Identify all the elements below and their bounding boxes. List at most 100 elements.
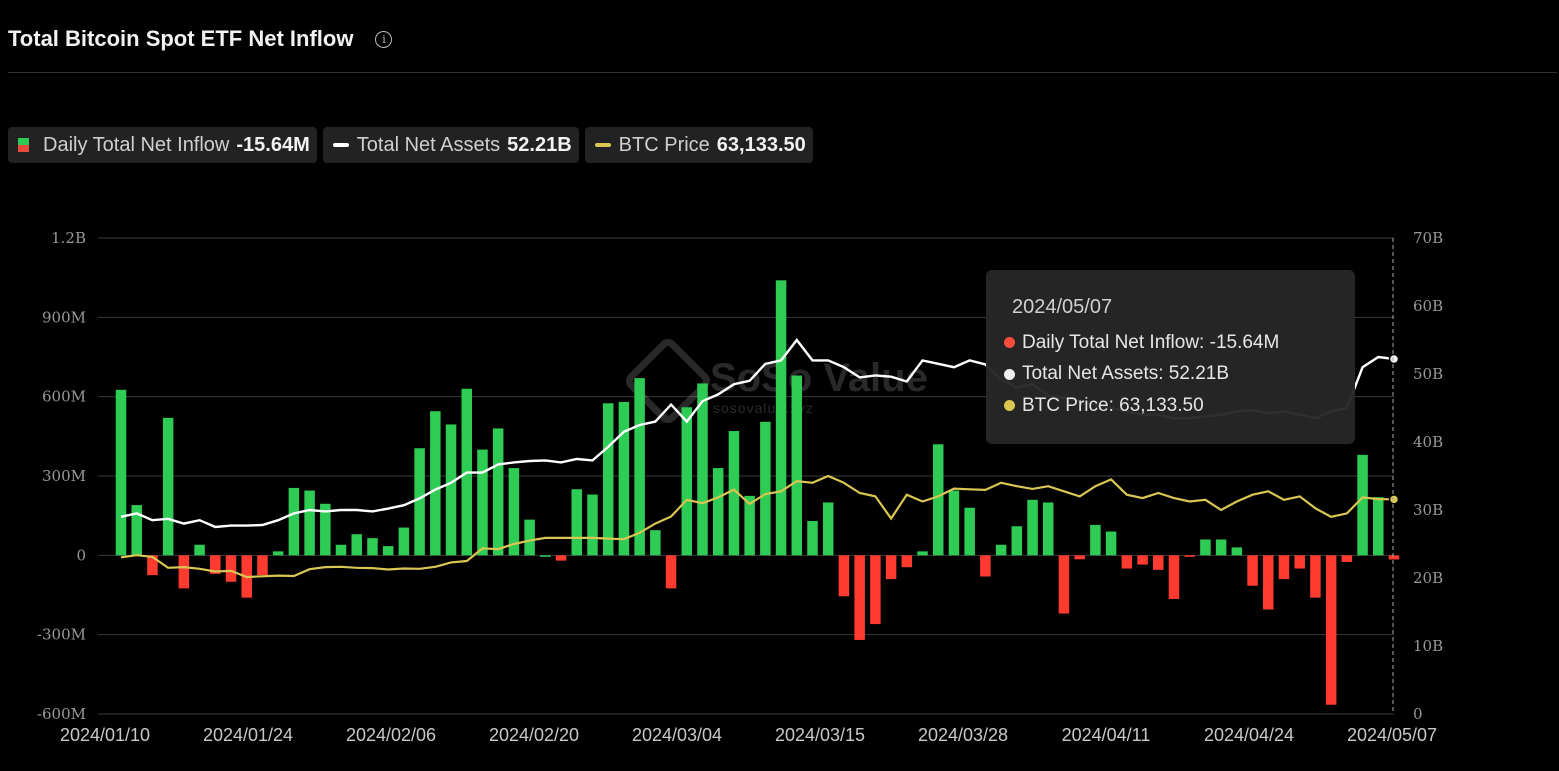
inflow-bar xyxy=(320,503,331,556)
inflow-bar xyxy=(210,555,221,574)
inflow-bar xyxy=(1042,502,1054,556)
y-left-tick-label: 600M xyxy=(42,388,86,406)
assets-line-icon xyxy=(332,143,349,147)
inflow-bar xyxy=(1200,539,1211,556)
watermark-url: sosovalue.xyz xyxy=(713,400,814,416)
legend-price[interactable]: BTC Price 63,133.50 xyxy=(584,127,813,163)
y-right-tick-label: 40B xyxy=(1413,433,1443,451)
inflow-bar xyxy=(351,534,362,556)
inflow-bar xyxy=(760,421,771,556)
inflow-bar xyxy=(1247,555,1258,586)
inflow-bar xyxy=(854,555,865,640)
inflow-bar xyxy=(162,417,174,556)
inflow-bar xyxy=(1263,555,1274,610)
x-tick-label: 2024/01/10 xyxy=(60,725,150,745)
inflow-bar xyxy=(917,551,928,556)
y-right-tick-label: 0 xyxy=(1413,705,1423,723)
inflow-bar xyxy=(540,555,551,557)
inflow-bar xyxy=(901,555,913,568)
inflow-bar xyxy=(1341,555,1353,562)
inflow-bar xyxy=(807,520,818,556)
inflow-bar xyxy=(445,424,457,556)
legend-price-value: 63,133.50 xyxy=(716,133,806,156)
inflow-bar xyxy=(178,555,190,589)
inflow-bar xyxy=(1027,499,1038,556)
inflow-bar xyxy=(1278,555,1290,580)
y-right-tick-label: 10B xyxy=(1413,637,1443,655)
price-hover-point xyxy=(1388,494,1400,505)
inflow-bar xyxy=(555,555,567,561)
inflow-bar xyxy=(382,546,394,556)
x-tick-label: 2024/03/15 xyxy=(775,725,865,745)
x-tick-label: 2024/02/20 xyxy=(489,725,579,745)
inflow-swatch-icon xyxy=(18,138,29,152)
inflow-bar xyxy=(225,555,237,582)
inflow-bar xyxy=(414,448,425,556)
axes: 1.2B 900M 600M 300M 0 -300M -600M 70B 60B 50B 40B 3… xyxy=(37,229,1443,745)
x-tick-label: 2024/05/07 xyxy=(1347,725,1437,745)
inflow-dot-icon xyxy=(1004,337,1015,349)
inflow-bar xyxy=(885,555,897,580)
y-left-tick-label: 300M xyxy=(42,467,86,485)
chart-header: Total Bitcoin Spot ETF Net Inflow i xyxy=(8,26,393,52)
legend-assets-label: Total Net Assets xyxy=(356,133,501,156)
y-left-tick-label: 1.2B xyxy=(51,229,86,247)
inflow-bar xyxy=(980,555,991,577)
y-right-tick-label: 70B xyxy=(1413,229,1443,247)
inflow-bar xyxy=(728,431,740,556)
inflow-bar xyxy=(697,383,708,556)
inflow-bar xyxy=(430,411,441,556)
y-right-tick-label: 30B xyxy=(1413,501,1443,519)
legend-assets[interactable]: Total Net Assets 52.21B xyxy=(322,127,579,163)
x-tick-label: 2024/02/06 xyxy=(346,725,436,745)
x-tick-label: 2024/03/04 xyxy=(632,725,722,745)
assets-dot-icon xyxy=(1004,368,1015,380)
inflow-bar xyxy=(1310,555,1321,598)
inflow-bar xyxy=(571,489,583,556)
inflow-bar xyxy=(1325,555,1337,705)
inflow-bar xyxy=(194,544,205,556)
inflow-bar xyxy=(1074,555,1085,560)
inflow-bar xyxy=(508,468,520,556)
inflow-bar xyxy=(131,505,142,556)
price-dot-icon xyxy=(1004,400,1015,412)
inflow-bar xyxy=(618,401,630,556)
inflow-bar xyxy=(744,495,755,556)
inflow-bar xyxy=(948,490,960,556)
legend: Daily Total Net Inflow -15.64M Total Net… xyxy=(8,127,813,163)
inflow-bar xyxy=(712,468,724,556)
inflow-bar xyxy=(932,444,944,556)
btc-price-line xyxy=(120,474,1395,579)
inflow-bar xyxy=(1388,555,1400,560)
inflow-bar xyxy=(304,490,315,556)
inflow-bar xyxy=(492,428,504,556)
inflow-bar xyxy=(634,378,645,556)
inflow-bar xyxy=(257,555,268,576)
y-right-tick-label: 60B xyxy=(1413,297,1443,315)
inflow-bar xyxy=(367,538,378,556)
y-left-tick-label: 0 xyxy=(76,546,86,564)
assets-hover-point xyxy=(1388,353,1400,365)
inflow-bar xyxy=(822,502,834,556)
y-right-tick-label: 50B xyxy=(1413,365,1443,383)
inflow-bar xyxy=(1231,547,1243,556)
inflow-bar xyxy=(870,555,881,625)
info-icon[interactable]: i xyxy=(375,30,393,48)
x-tick-label: 2024/03/28 xyxy=(918,725,1008,745)
tooltip-assets: Total Net Assets: 52.21B xyxy=(1022,363,1230,385)
inflow-bar xyxy=(1090,524,1101,556)
y-left-tick-label: 900M xyxy=(42,308,86,326)
x-tick-label: 2024/04/24 xyxy=(1204,725,1294,745)
inflow-bar xyxy=(1058,555,1070,614)
inflow-bar xyxy=(791,375,803,556)
inflow-bar xyxy=(1168,555,1180,599)
inflow-bar xyxy=(838,555,850,597)
inflow-bar xyxy=(1357,454,1368,556)
tooltip-inflow: Daily Total Net Inflow: -15.64M xyxy=(1022,331,1280,353)
inflow-bar xyxy=(1294,555,1305,569)
legend-inflow[interactable]: Daily Total Net Inflow -15.64M xyxy=(8,127,317,163)
legend-inflow-value: -15.64M xyxy=(236,133,310,156)
inflow-bar xyxy=(964,507,975,556)
inflow-bar xyxy=(1011,526,1023,556)
